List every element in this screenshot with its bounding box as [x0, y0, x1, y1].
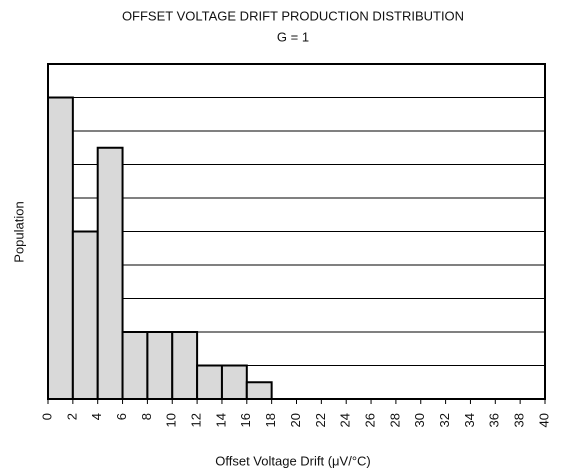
x-tick-label: 40 — [536, 413, 551, 427]
bar — [220, 364, 248, 400]
x-tick-label: 6 — [114, 413, 129, 420]
x-tick-label: 4 — [89, 413, 104, 420]
bar — [196, 364, 223, 400]
bar — [96, 146, 124, 400]
bar — [146, 331, 174, 400]
bar — [47, 96, 74, 400]
y-axis-label: Population — [11, 201, 26, 262]
bar — [121, 331, 149, 400]
bar — [171, 331, 199, 400]
x-tick-label: 32 — [437, 413, 452, 427]
x-tick-label: 20 — [288, 413, 303, 427]
x-axis-label: Offset Voltage Drift (μV/°C) — [215, 453, 371, 468]
x-tick-label: 36 — [487, 413, 502, 427]
x-tick-label: 2 — [64, 413, 79, 420]
x-tick-label: 8 — [139, 413, 154, 420]
x-tick-label: 14 — [213, 413, 228, 427]
x-tick-label: 10 — [164, 413, 179, 427]
bar — [245, 381, 273, 400]
x-tick-label: 26 — [362, 413, 377, 427]
chart-title: OFFSET VOLTAGE DRIFT PRODUCTION DISTRIBU… — [122, 8, 464, 23]
chart-subtitle: G = 1 — [277, 29, 309, 44]
x-tick-label: 28 — [387, 413, 402, 427]
x-tick-label: 24 — [338, 413, 353, 427]
x-tick-label: 16 — [238, 413, 253, 427]
x-tick-label: 38 — [512, 413, 527, 427]
x-tick-label: 12 — [189, 413, 204, 427]
x-tick-label: 30 — [412, 413, 427, 427]
x-tick-label: 18 — [263, 413, 278, 427]
bar — [71, 230, 99, 400]
x-tick-label: 22 — [313, 413, 328, 427]
x-tick-label: 0 — [39, 413, 54, 420]
x-tick-label: 34 — [462, 413, 477, 427]
